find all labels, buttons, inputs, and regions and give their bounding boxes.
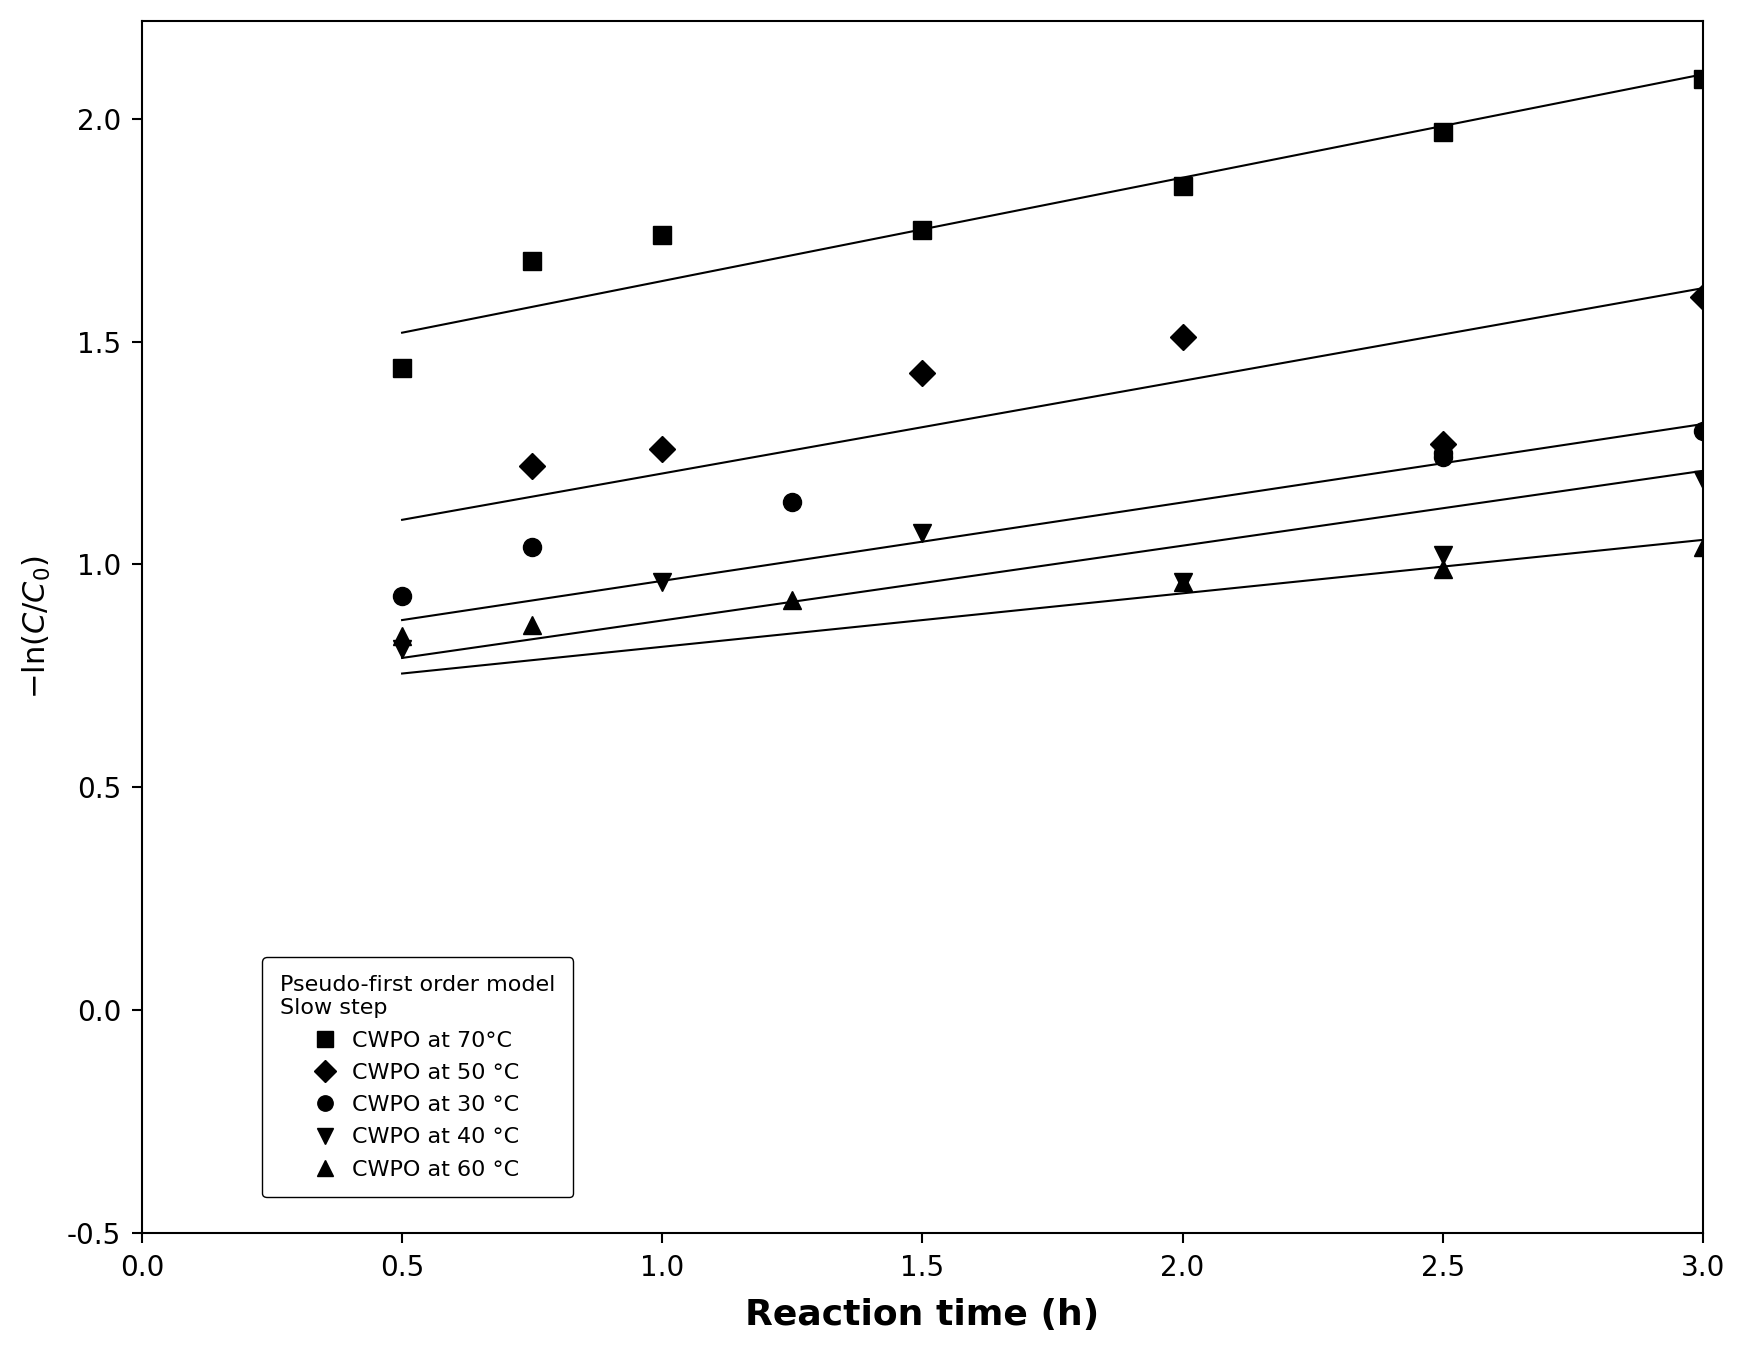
X-axis label: Reaction time (h): Reaction time (h) (746, 1298, 1100, 1333)
Legend: CWPO at 70°C, CWPO at 50 °C, CWPO at 30 °C, CWPO at 40 °C, CWPO at 60 °C: CWPO at 70°C, CWPO at 50 °C, CWPO at 30 … (262, 958, 573, 1197)
Y-axis label: $-\ln(C/C_0)$: $-\ln(C/C_0)$ (21, 555, 52, 698)
